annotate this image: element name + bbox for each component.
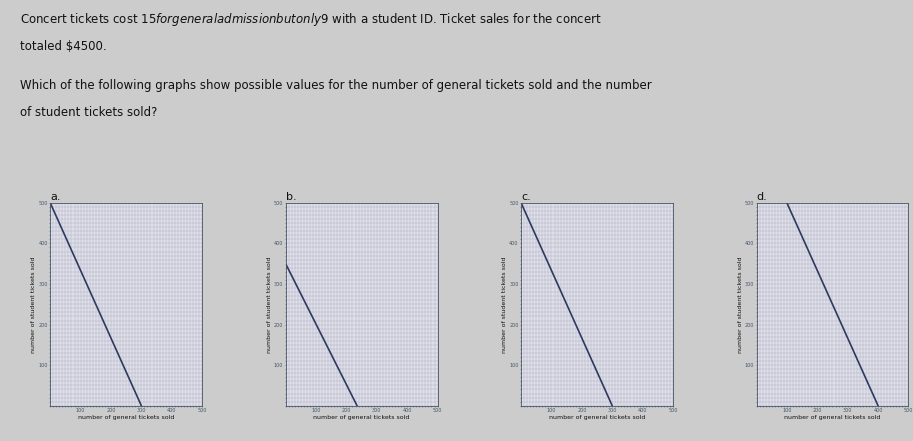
Y-axis label: number of student tickets sold: number of student tickets sold [502, 256, 507, 352]
Text: c.: c. [521, 192, 530, 202]
Text: Concert tickets cost $15 for general admission but only $9 with a student ID. Ti: Concert tickets cost $15 for general adm… [20, 11, 602, 28]
X-axis label: number of general tickets sold: number of general tickets sold [313, 415, 410, 420]
Text: a.: a. [50, 192, 61, 202]
Text: totaled $4500.: totaled $4500. [20, 40, 107, 52]
X-axis label: number of general tickets sold: number of general tickets sold [549, 415, 645, 420]
Text: b.: b. [286, 192, 297, 202]
Y-axis label: number of student tickets sold: number of student tickets sold [738, 256, 742, 352]
X-axis label: number of general tickets sold: number of general tickets sold [784, 415, 881, 420]
Text: Which of the following graphs show possible values for the number of general tic: Which of the following graphs show possi… [20, 79, 652, 92]
Y-axis label: number of student tickets sold: number of student tickets sold [31, 256, 37, 352]
Text: of student tickets sold?: of student tickets sold? [20, 106, 157, 119]
Y-axis label: number of student tickets sold: number of student tickets sold [267, 256, 272, 352]
X-axis label: number of general tickets sold: number of general tickets sold [78, 415, 174, 420]
Text: d.: d. [757, 192, 767, 202]
